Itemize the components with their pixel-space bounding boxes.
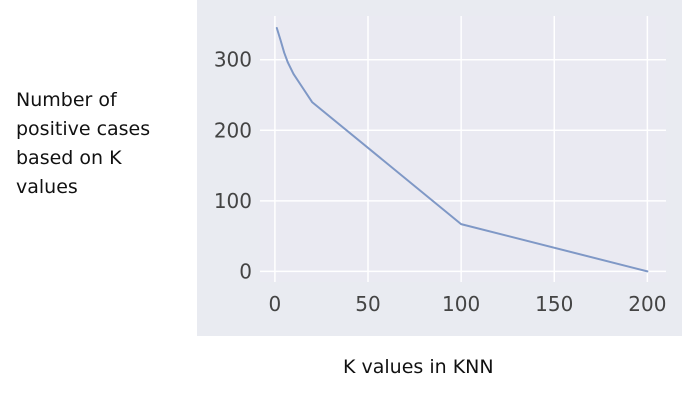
x-tick-label: 200 [628,292,666,316]
x-tick-labels: 0 50 100 150 200 [269,292,667,316]
y-tick-label: 0 [239,259,252,283]
y-tick-label: 200 [214,118,252,142]
y-axis-label-line: Number of [16,89,117,111]
y-axis-label-line: based on K [16,147,122,169]
series-line [275,27,649,273]
x-tick-label: 150 [535,292,573,316]
x-tick-label: 50 [355,292,380,316]
plot-area [260,16,666,282]
x-axis-label: K values in KNN [343,356,494,378]
y-tick-label: 100 [214,189,252,213]
y-tick-labels: 0 100 200 300 [214,48,252,284]
y-axis-label-line: positive cases [16,118,151,140]
x-tick-label: 100 [442,292,480,316]
grid-lines [260,16,666,282]
x-tick-label: 0 [269,292,282,316]
y-axis-label: Number of positive cases based on K valu… [16,86,186,202]
y-tick-label: 300 [214,48,252,72]
y-axis-label-line: values [16,176,78,198]
